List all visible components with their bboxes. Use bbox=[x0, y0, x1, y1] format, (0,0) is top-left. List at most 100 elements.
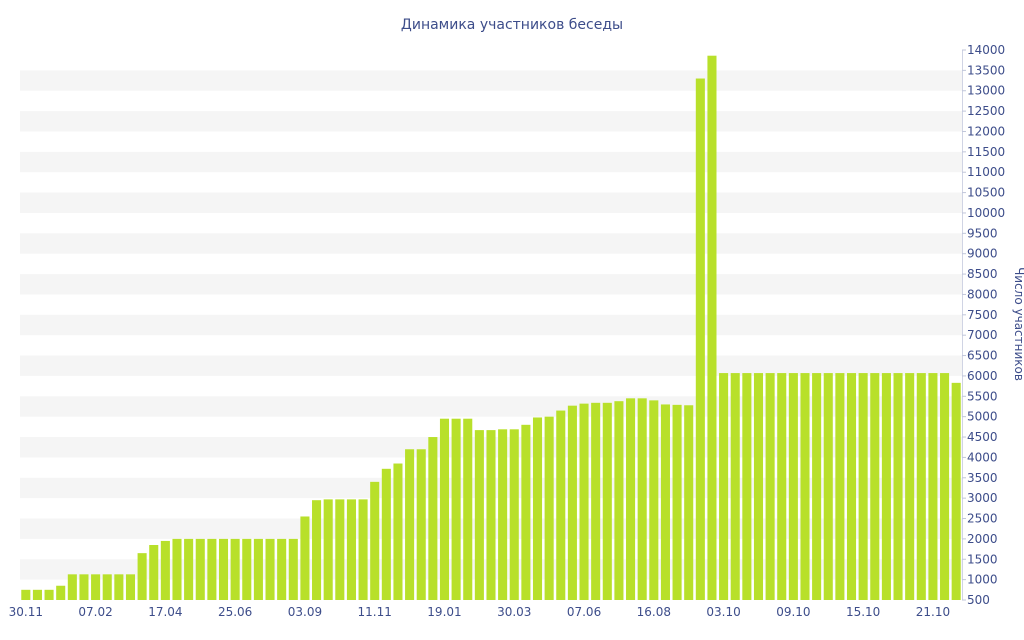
bar[interactable] bbox=[346, 499, 356, 600]
bar[interactable] bbox=[21, 589, 31, 600]
bar[interactable] bbox=[916, 373, 926, 600]
bar[interactable] bbox=[451, 418, 461, 600]
bar[interactable] bbox=[649, 400, 659, 600]
bar[interactable] bbox=[218, 538, 229, 600]
bar[interactable] bbox=[719, 373, 729, 600]
bar[interactable] bbox=[567, 405, 577, 600]
bar[interactable] bbox=[335, 499, 345, 600]
bar[interactable] bbox=[765, 373, 775, 600]
bar[interactable] bbox=[521, 424, 531, 600]
bar[interactable] bbox=[940, 373, 950, 600]
bar[interactable] bbox=[893, 373, 903, 600]
bar[interactable] bbox=[800, 373, 810, 600]
grid-band bbox=[20, 111, 962, 132]
bar[interactable] bbox=[172, 538, 182, 600]
bar[interactable] bbox=[823, 373, 833, 600]
x-tick-label: 16.08 bbox=[637, 605, 671, 619]
bar[interactable] bbox=[463, 418, 473, 600]
y-tick-label: 11500 bbox=[967, 145, 1005, 159]
bar[interactable] bbox=[532, 417, 543, 600]
bar[interactable] bbox=[637, 398, 647, 600]
bar[interactable] bbox=[602, 402, 612, 600]
bar[interactable] bbox=[160, 540, 170, 600]
bar[interactable] bbox=[707, 55, 717, 600]
bar[interactable] bbox=[777, 373, 787, 600]
bar-series bbox=[21, 55, 961, 600]
x-tick-label: 03.10 bbox=[706, 605, 740, 619]
bar[interactable] bbox=[672, 404, 682, 600]
bar[interactable] bbox=[498, 429, 508, 600]
bar[interactable] bbox=[91, 574, 101, 600]
bar[interactable] bbox=[905, 373, 915, 600]
bar[interactable] bbox=[486, 430, 496, 600]
bar[interactable] bbox=[323, 499, 333, 600]
bar[interactable] bbox=[230, 538, 240, 600]
bar[interactable] bbox=[381, 468, 391, 600]
bar[interactable] bbox=[67, 574, 77, 600]
bar[interactable] bbox=[544, 416, 554, 600]
grid-band bbox=[20, 151, 962, 173]
grid-band bbox=[20, 233, 962, 254]
bar[interactable] bbox=[591, 402, 601, 600]
bar[interactable] bbox=[114, 574, 124, 600]
bar[interactable] bbox=[184, 538, 194, 600]
bar[interactable] bbox=[579, 403, 589, 600]
bar[interactable] bbox=[439, 418, 450, 600]
bar[interactable] bbox=[207, 538, 217, 600]
bar[interactable] bbox=[393, 463, 403, 600]
y-tick-label: 13000 bbox=[967, 84, 1005, 98]
bar[interactable] bbox=[474, 430, 484, 600]
bar[interactable] bbox=[684, 405, 694, 600]
grid-band bbox=[20, 192, 962, 213]
bar[interactable] bbox=[695, 78, 705, 600]
bar[interactable] bbox=[79, 574, 89, 600]
bar[interactable] bbox=[753, 373, 764, 600]
bar[interactable] bbox=[56, 585, 66, 600]
bar[interactable] bbox=[265, 538, 275, 600]
bar[interactable] bbox=[928, 373, 938, 600]
bar[interactable] bbox=[277, 538, 287, 600]
y-tick-label: 6500 bbox=[967, 349, 998, 363]
bar[interactable] bbox=[614, 401, 624, 600]
bar[interactable] bbox=[428, 437, 438, 600]
bar[interactable] bbox=[881, 373, 891, 600]
bar[interactable] bbox=[242, 538, 252, 600]
bar[interactable] bbox=[870, 373, 880, 600]
bar[interactable] bbox=[312, 500, 322, 600]
bar[interactable] bbox=[416, 449, 426, 600]
bar[interactable] bbox=[509, 429, 519, 600]
bar[interactable] bbox=[44, 589, 54, 600]
bar[interactable] bbox=[846, 373, 857, 600]
x-tick-label: 30.11 bbox=[9, 605, 43, 619]
bar[interactable] bbox=[951, 382, 961, 600]
bar[interactable] bbox=[742, 373, 752, 600]
bar[interactable] bbox=[195, 538, 205, 600]
y-tick-label: 3000 bbox=[967, 491, 998, 505]
bar[interactable] bbox=[858, 373, 868, 600]
bar[interactable] bbox=[358, 499, 368, 600]
bar[interactable] bbox=[812, 373, 822, 600]
x-tick-label: 09.10 bbox=[776, 605, 810, 619]
y-tick-label: 4500 bbox=[967, 430, 998, 444]
y-tick-label: 4000 bbox=[967, 450, 998, 464]
y-tick-label: 2000 bbox=[967, 532, 998, 546]
bar[interactable] bbox=[288, 538, 298, 600]
bar[interactable] bbox=[300, 516, 310, 600]
bar[interactable] bbox=[626, 398, 636, 600]
bar[interactable] bbox=[32, 589, 42, 600]
y-tick-label: 8000 bbox=[967, 287, 998, 301]
bar[interactable] bbox=[660, 404, 670, 600]
bar[interactable] bbox=[835, 373, 845, 600]
bar[interactable] bbox=[370, 481, 380, 600]
bar[interactable] bbox=[125, 574, 136, 600]
y-tick-label: 13500 bbox=[967, 63, 1005, 77]
bar[interactable] bbox=[102, 574, 112, 600]
y-tick-label: 8500 bbox=[967, 267, 998, 281]
bar[interactable] bbox=[788, 373, 798, 600]
bar[interactable] bbox=[556, 410, 566, 600]
bar[interactable] bbox=[137, 553, 147, 600]
bar[interactable] bbox=[730, 373, 740, 600]
bar[interactable] bbox=[253, 538, 263, 600]
bar[interactable] bbox=[149, 545, 159, 600]
bar[interactable] bbox=[405, 449, 415, 600]
